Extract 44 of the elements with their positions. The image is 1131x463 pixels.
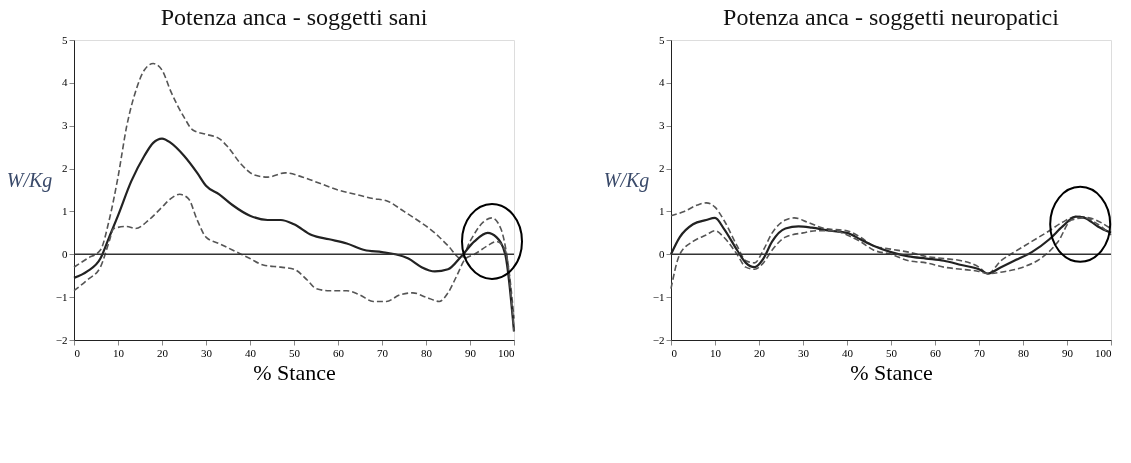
y-tick-label: −2 bbox=[55, 333, 68, 346]
x-tick-label: 40 bbox=[245, 346, 257, 359]
y-tick-label: 0 bbox=[62, 247, 68, 260]
y-tick-label: 3 bbox=[62, 119, 68, 132]
chart-title: Potenza anca - soggetti neuropatici bbox=[723, 4, 1060, 30]
y-tick-label: −2 bbox=[652, 333, 665, 346]
y-tick-label: 1 bbox=[62, 204, 68, 217]
x-tick-label: 80 bbox=[1018, 346, 1030, 359]
y-tick-label: −1 bbox=[652, 290, 665, 303]
y-tick-label: 4 bbox=[659, 76, 665, 89]
x-tick-label: 70 bbox=[377, 346, 389, 359]
x-tick-label: 60 bbox=[333, 346, 345, 359]
y-tick-label: 5 bbox=[659, 33, 665, 46]
y-tick-label: 1 bbox=[659, 204, 665, 217]
x-tick-label: 80 bbox=[421, 346, 433, 359]
x-tick-label: 20 bbox=[754, 346, 766, 359]
x-tick-label: 10 bbox=[113, 346, 125, 359]
x-tick-label: 60 bbox=[930, 346, 942, 359]
y-tick-label: 3 bbox=[659, 119, 665, 132]
x-tick-label: 90 bbox=[465, 346, 477, 359]
x-tick-label: 50 bbox=[886, 346, 898, 359]
x-tick-label: 30 bbox=[798, 346, 810, 359]
x-axis-title: % Stance bbox=[253, 359, 336, 385]
x-tick-label: 50 bbox=[289, 346, 301, 359]
chart-title: Potenza anca - soggetti sani bbox=[160, 4, 428, 30]
y-axis-title: W/Kg bbox=[603, 168, 650, 192]
x-tick-label: 20 bbox=[157, 346, 169, 359]
y-axis-title: W/Kg bbox=[6, 168, 53, 192]
y-tick-label: 2 bbox=[659, 162, 665, 175]
x-tick-label: 0 bbox=[671, 346, 678, 359]
x-tick-label: 30 bbox=[201, 346, 213, 359]
y-tick-label: −1 bbox=[55, 290, 68, 303]
x-tick-label: 100 bbox=[498, 346, 515, 359]
x-tick-label: 40 bbox=[842, 346, 854, 359]
y-tick-label: 2 bbox=[62, 162, 68, 175]
y-tick-label: 0 bbox=[659, 247, 665, 260]
y-tick-label: 4 bbox=[62, 76, 68, 89]
x-tick-label: 90 bbox=[1062, 346, 1074, 359]
x-tick-label: 70 bbox=[974, 346, 986, 359]
y-tick-label: 5 bbox=[62, 33, 68, 46]
x-tick-label: 10 bbox=[710, 346, 722, 359]
x-tick-label: 0 bbox=[74, 346, 81, 359]
x-axis-title: % Stance bbox=[850, 359, 933, 385]
x-tick-label: 100 bbox=[1095, 346, 1112, 359]
